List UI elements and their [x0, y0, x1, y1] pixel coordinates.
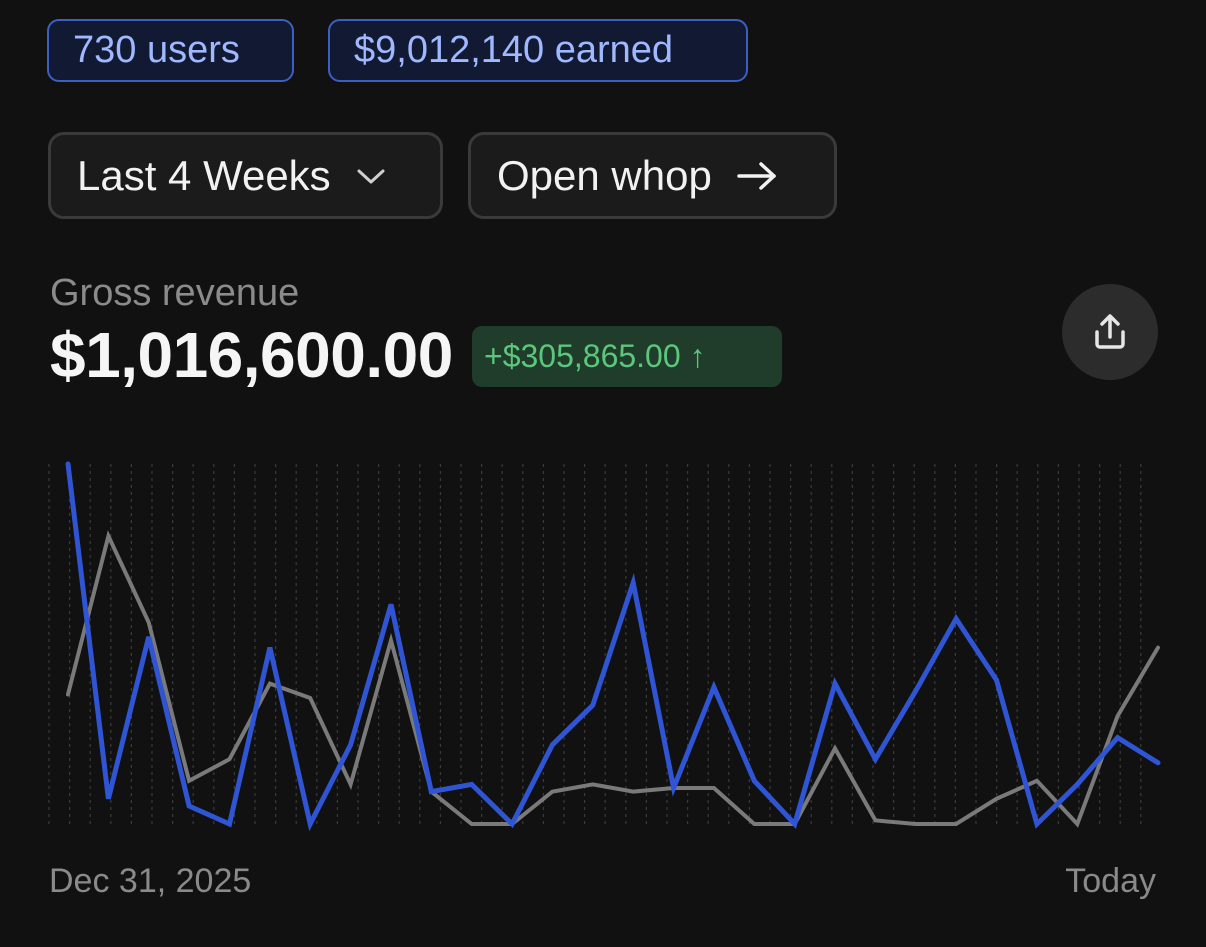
earned-total-badge: $9,012,140 earned	[328, 19, 748, 82]
users-count-badge: 730 users	[47, 19, 294, 82]
previous-period-line	[66, 530, 1160, 828]
date-range-dropdown[interactable]: Last 4 Weeks	[48, 132, 443, 219]
open-whop-label: Open whop	[497, 151, 712, 199]
current-period-line	[65, 461, 1161, 832]
metric-label: Gross revenue	[50, 272, 300, 314]
share-button[interactable]	[1062, 284, 1158, 380]
metric-delta-badge: +$305,865.00 ↑	[472, 326, 782, 387]
date-range-label: Last 4 Weeks	[77, 151, 331, 199]
chart-series	[65, 461, 1161, 832]
arrow-right-icon	[737, 161, 776, 190]
open-whop-button[interactable]: Open whop	[468, 132, 837, 219]
x-axis-start-label: Dec 31, 2025	[49, 862, 252, 900]
chevron-down-icon	[357, 169, 385, 183]
share-icon	[1095, 314, 1125, 349]
metric-value: $1,016,600.00	[50, 319, 453, 391]
revenue-chart	[48, 461, 1161, 832]
x-axis-end-label: Today	[1065, 862, 1156, 900]
